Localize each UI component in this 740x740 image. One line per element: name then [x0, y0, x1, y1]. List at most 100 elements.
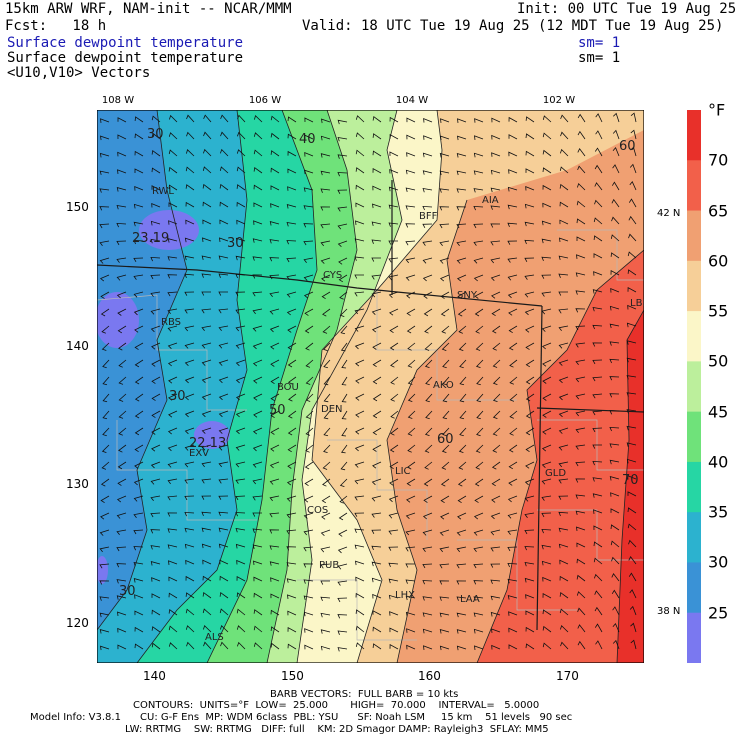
contour-legend: CONTOURS: UNITS=°F LOW= 25.000 HIGH= 70.… — [133, 700, 540, 711]
wind-barb — [354, 478, 365, 485]
wind-barb — [320, 580, 330, 585]
wind-barb — [269, 239, 280, 244]
wind-barb — [372, 203, 382, 209]
wind-barb — [118, 376, 127, 385]
wind-barb — [508, 342, 518, 351]
wind-barb — [286, 257, 297, 263]
wind-barb — [303, 223, 314, 228]
wind-barb — [151, 410, 161, 418]
wind-barb — [490, 274, 501, 281]
wind-barb — [102, 410, 110, 420]
wind-barb — [117, 117, 127, 123]
wind-barb — [491, 117, 501, 123]
wind-barb — [422, 580, 433, 585]
wind-barb — [235, 325, 246, 332]
wind-barb — [593, 541, 603, 548]
wind-barb — [425, 410, 433, 420]
wind-barb — [305, 427, 314, 436]
station-label: AKO — [433, 380, 454, 391]
wind-barb — [150, 291, 161, 297]
wind-barb — [629, 163, 637, 174]
wind-barb — [320, 240, 331, 247]
wind-barb — [304, 151, 314, 157]
wind-barb — [150, 478, 161, 485]
wind-barb — [201, 511, 212, 517]
wind-barb — [542, 609, 552, 616]
wind-barb — [628, 539, 637, 548]
wind-barb — [184, 461, 195, 468]
wind-barb — [235, 342, 246, 349]
wind-barb — [407, 342, 416, 351]
grid-x-label-150: 150 — [281, 669, 304, 683]
wind-barb — [305, 393, 314, 402]
colorbar-swatch — [687, 512, 701, 563]
wind-barb — [473, 563, 484, 569]
wind-barb — [253, 625, 263, 633]
wind-barb — [542, 184, 552, 191]
wind-barb — [168, 410, 178, 418]
wind-barb — [304, 461, 314, 470]
wind-barb — [236, 166, 246, 174]
wind-barb — [286, 495, 297, 502]
wind-barb — [592, 427, 603, 433]
wind-barb — [422, 512, 433, 520]
wind-barb — [491, 628, 501, 633]
wind-barb — [134, 393, 144, 402]
wind-barb — [575, 393, 586, 400]
wind-barb — [303, 579, 314, 584]
wind-barb — [542, 393, 552, 401]
wind-barb — [389, 134, 399, 140]
wind-barb — [388, 546, 399, 551]
wind-barb — [253, 149, 263, 157]
wind-barb — [218, 527, 229, 533]
wind-barb — [610, 252, 620, 259]
wind-barb — [254, 114, 263, 123]
wind-barb — [612, 622, 620, 633]
wind-barb — [492, 376, 501, 385]
wind-barb — [133, 274, 144, 280]
wind-barb — [542, 115, 552, 123]
wind-barb — [303, 274, 314, 281]
wind-barb — [303, 595, 314, 600]
wind-barb — [558, 376, 569, 384]
wind-barb — [355, 132, 365, 140]
wind-barb — [220, 641, 229, 650]
wind-barb — [371, 239, 382, 244]
wind-barb — [133, 291, 144, 298]
wind-barb — [320, 135, 331, 141]
dewpoint-map: RWL BFF AIA CYS SNY RBS LBF BOU DEN AKO … — [97, 110, 644, 663]
wind-barb — [236, 219, 246, 225]
wind-barb — [167, 528, 178, 533]
wind-barb — [389, 325, 399, 334]
wind-barb — [269, 478, 280, 485]
wind-barb — [422, 205, 433, 211]
wind-barb — [133, 203, 144, 209]
wind-barb — [439, 629, 450, 634]
colorbar-swatch — [687, 160, 701, 212]
wind-barb — [99, 274, 110, 282]
wind-barb — [321, 274, 331, 282]
wind-barb — [492, 359, 501, 368]
lat-label-42n: 42 N — [657, 208, 681, 219]
wind-barb — [167, 478, 178, 485]
wind-barb — [151, 376, 161, 384]
wind-barb — [490, 240, 501, 246]
wind-barb — [558, 273, 569, 278]
wind-barb — [371, 478, 382, 486]
wind-barb — [218, 393, 229, 401]
wind-barb — [372, 185, 382, 191]
wind-barb — [339, 291, 348, 300]
wind-barb — [507, 512, 518, 519]
wind-barb — [185, 219, 195, 225]
wind-barb — [594, 164, 603, 174]
wind-barb — [287, 342, 297, 351]
wind-barb — [355, 149, 365, 157]
wind-barb — [576, 236, 586, 242]
colorbar-label: 25 — [708, 603, 729, 623]
contour-label: 40 — [299, 132, 316, 147]
wind-barb — [151, 393, 161, 401]
wind-barb — [151, 359, 161, 367]
wind-barb — [626, 357, 637, 363]
wind-barb — [355, 202, 365, 208]
wind-barb — [101, 461, 110, 470]
